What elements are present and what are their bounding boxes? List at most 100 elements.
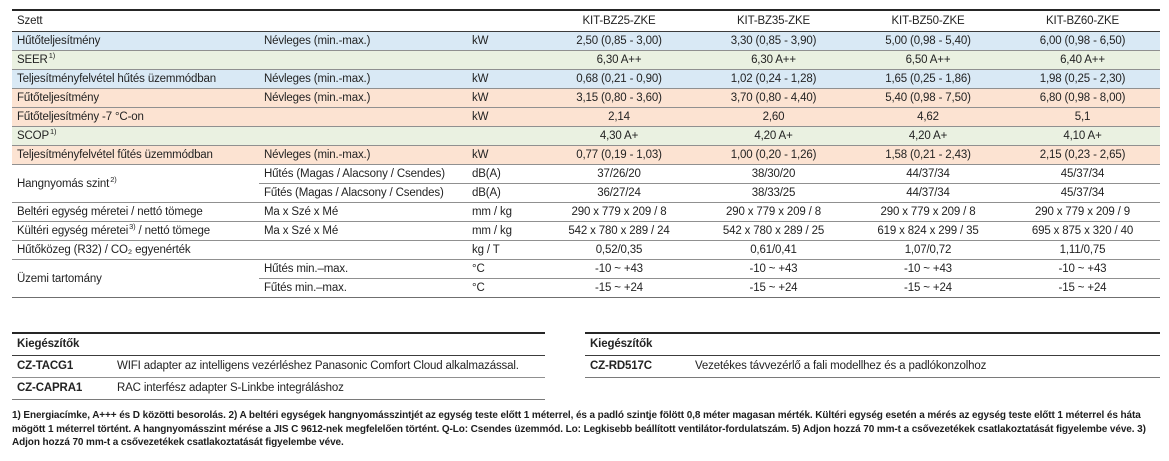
accessory-row: CZ-TACG1 WIFI adapter az intelligens vez… [12, 356, 545, 378]
spec-value: 4,20 A+ [696, 126, 851, 146]
row-label: Hűtőteljesítmény [12, 32, 259, 51]
spec-value: -15 ~ +24 [542, 278, 696, 298]
spec-header-spacer [259, 9, 467, 32]
row-label-text: Teljesítményfelvétel hűtés üzemmódban [17, 73, 217, 85]
row-label-text: / nettó tömege [135, 225, 211, 237]
row-subtitle: Névleges (min.-max.) [259, 145, 467, 165]
spec-header-row: Szett KIT-BZ25-ZKE KIT-BZ35-ZKE KIT-BZ50… [12, 9, 1160, 32]
accessory-description: Vezetékes távvezérlő a fali modellhez és… [695, 360, 987, 372]
row-unit: kW [467, 107, 542, 127]
spec-value: 5,1 [1005, 107, 1160, 127]
row-subtitle: Fűtés (Magas / Alacsony / Csendes) [259, 183, 467, 203]
spec-value: 4,62 [851, 107, 1005, 127]
spec-value: 36/27/24 [542, 183, 696, 203]
row-subtitle: Hűtés min.–max. [259, 259, 467, 279]
spec-value: 44/37/34 [851, 183, 1005, 203]
row-label: Teljesítményfelvétel hűtés üzemmódban [12, 69, 259, 89]
spec-value: 4,10 A+ [1005, 126, 1160, 146]
spec-value: 0,68 (0,21 - 0,90) [542, 69, 696, 89]
spec-value: 0,52/0,35 [542, 240, 696, 260]
row-unit: kW [467, 145, 542, 165]
spec-value: 3,30 (0,85 - 3,90) [730, 35, 817, 47]
model-column-header: KIT-BZ25-ZKE [542, 9, 696, 32]
row-label-text: Hűtőközeg (R32) / CO₂ egyenérték [17, 244, 191, 256]
spec-row: SCOP1) 4,30 A+ 4,20 A+ 4,20 A+ 4,10 A+ [12, 126, 1160, 146]
spec-value: -10 ~ +43 [1005, 259, 1160, 279]
spec-corner-label: Szett [12, 9, 259, 32]
accessory-row: CZ-CAPRA1 RAC interfész adapter S-Linkbe… [12, 377, 545, 400]
accessory-row: CZ-RD517C Vezetékes távvezérlő a fali mo… [585, 356, 1160, 378]
spec-value: 6,30 A++ [696, 50, 851, 70]
row-label-text: Teljesítményfelvétel fűtés üzemmódban [17, 149, 213, 161]
row-label-text: SCOP [17, 130, 49, 142]
row-unit: mm / kg [467, 202, 542, 222]
row-unit [467, 50, 542, 70]
row-label: Üzemi tartomány [12, 259, 259, 298]
spec-value: 290 x 779 x 209 / 8 [696, 202, 851, 222]
spec-value: 0,77 (0,19 - 1,03) [542, 145, 696, 165]
spec-value: 1,98 (0,25 - 2,30) [1005, 69, 1160, 89]
row-unit: kW [472, 35, 489, 47]
footnotes-text: 1) Energiacímke, A+++ és D közötti besor… [12, 410, 1146, 448]
accessory-description: RAC interfész adapter S-Linkbe integrálá… [112, 377, 545, 400]
accessory-code: CZ-RD517C [590, 360, 652, 372]
row-label-text: Fűtőteljesítmény [17, 92, 99, 104]
spec-value: 1,11/0,75 [1005, 240, 1160, 260]
row-label-text: SEER [17, 54, 48, 66]
spec-row: Hangnyomás szint2) Hűtés (Magas / Alacson… [12, 164, 1160, 203]
model-column-header: KIT-BZ60-ZKE [1005, 9, 1160, 32]
model-column-header: KIT-BZ50-ZKE [851, 9, 1005, 32]
row-unit: mm / kg [467, 221, 542, 241]
footnote-ref: 1) [48, 51, 56, 61]
spec-row: Beltéri egység méretei / nettó tömege Ma … [12, 202, 1160, 222]
row-label: Fűtőteljesítmény [12, 88, 259, 108]
spec-table: Szett KIT-BZ25-ZKE KIT-BZ35-ZKE KIT-BZ50… [12, 9, 1160, 298]
accessories-title: Kiegészítők [12, 332, 545, 356]
spec-row: Fűtés (Magas / Alacsony / Csendes) dB(A) 3… [12, 183, 1160, 203]
spec-value: 542 x 780 x 289 / 25 [696, 221, 851, 241]
spec-value: -10 ~ +43 [542, 259, 696, 279]
spec-row: Fűtőteljesítmény -7 °C-on kW 2,14 2,60 4,62 5… [12, 107, 1160, 127]
accessories-table-right: Kiegészítők CZ-RD517C Vezetékes távvezér… [585, 332, 1160, 378]
footnote-ref: 3) [129, 222, 136, 232]
row-label: Fűtőteljesítmény -7 °C-on [12, 107, 259, 127]
row-unit: dB(A) [467, 183, 542, 203]
row-label: Teljesítményfelvétel fűtés üzemmódban [12, 145, 259, 165]
footnote-ref: 2) [110, 174, 117, 184]
spec-value: 4,30 A+ [542, 126, 696, 146]
row-label: Hangnyomás szint2) [12, 164, 259, 203]
spec-row: Fűtés min.–max. °C -15 ~ +24 -15 ~ +24 -15 ~… [12, 278, 1160, 298]
spec-value: 695 x 875 x 320 / 40 [1005, 221, 1160, 241]
row-subtitle: Hűtés (Magas / Alacsony / Csendes) [259, 164, 467, 184]
row-subtitle: Névleges (min.-max.) [264, 35, 371, 47]
row-subtitle [259, 240, 467, 260]
spec-row: Teljesítményfelvétel fűtés üzemmódban Név… [12, 145, 1160, 165]
row-label: Beltéri egység méretei / nettó tömege [12, 202, 259, 222]
spec-value: 38/30/20 [696, 164, 851, 184]
spec-value: 290 x 779 x 209 / 8 [542, 202, 696, 222]
row-unit: kW [467, 88, 542, 108]
spec-value: 542 x 780 x 289 / 24 [542, 221, 696, 241]
spec-value: 1,07/0,72 [851, 240, 1005, 260]
footnote-ref: 1) [50, 127, 57, 137]
row-unit: kg / T [467, 240, 542, 260]
spec-value: 5,00 (0,98 - 5,40) [885, 35, 971, 47]
spec-table-body: Hűtőteljesítmény Névleges (min.-max.) kW 2,… [12, 31, 1160, 298]
row-subtitle: Fűtés min.–max. [259, 278, 467, 298]
spec-value: 1,00 (0,20 - 1,26) [696, 145, 851, 165]
spec-row: Fűtőteljesítmény Névleges (min.-max.) kW 3,… [12, 88, 1160, 108]
spec-value: 290 x 779 x 209 / 9 [1005, 202, 1160, 222]
spec-value: 45/37/34 [1005, 183, 1160, 203]
spec-row: Üzemi tartomány Hűtés min.–max. °C -10 ~ +4… [12, 259, 1160, 298]
spec-value: 0,61/0,41 [696, 240, 851, 260]
spec-value: 6,80 (0,98 - 8,00) [1005, 88, 1160, 108]
row-label-text: Üzemi tartomány [17, 272, 102, 285]
accessory-code: CZ-CAPRA1 [12, 377, 112, 400]
spec-value: 6,50 A++ [851, 50, 1005, 70]
spec-value: -15 ~ +24 [1005, 278, 1160, 298]
accessories-table-left: Kiegészítők CZ-TACG1 WIFI adapter az int… [12, 332, 545, 400]
spec-value: 45/37/34 [1005, 164, 1160, 184]
spec-value: 2,60 [696, 107, 851, 127]
spec-row: SEER1) 6,30 A++ 6,30 A++ 6,50 A++ 6,40 A++ [12, 50, 1160, 70]
